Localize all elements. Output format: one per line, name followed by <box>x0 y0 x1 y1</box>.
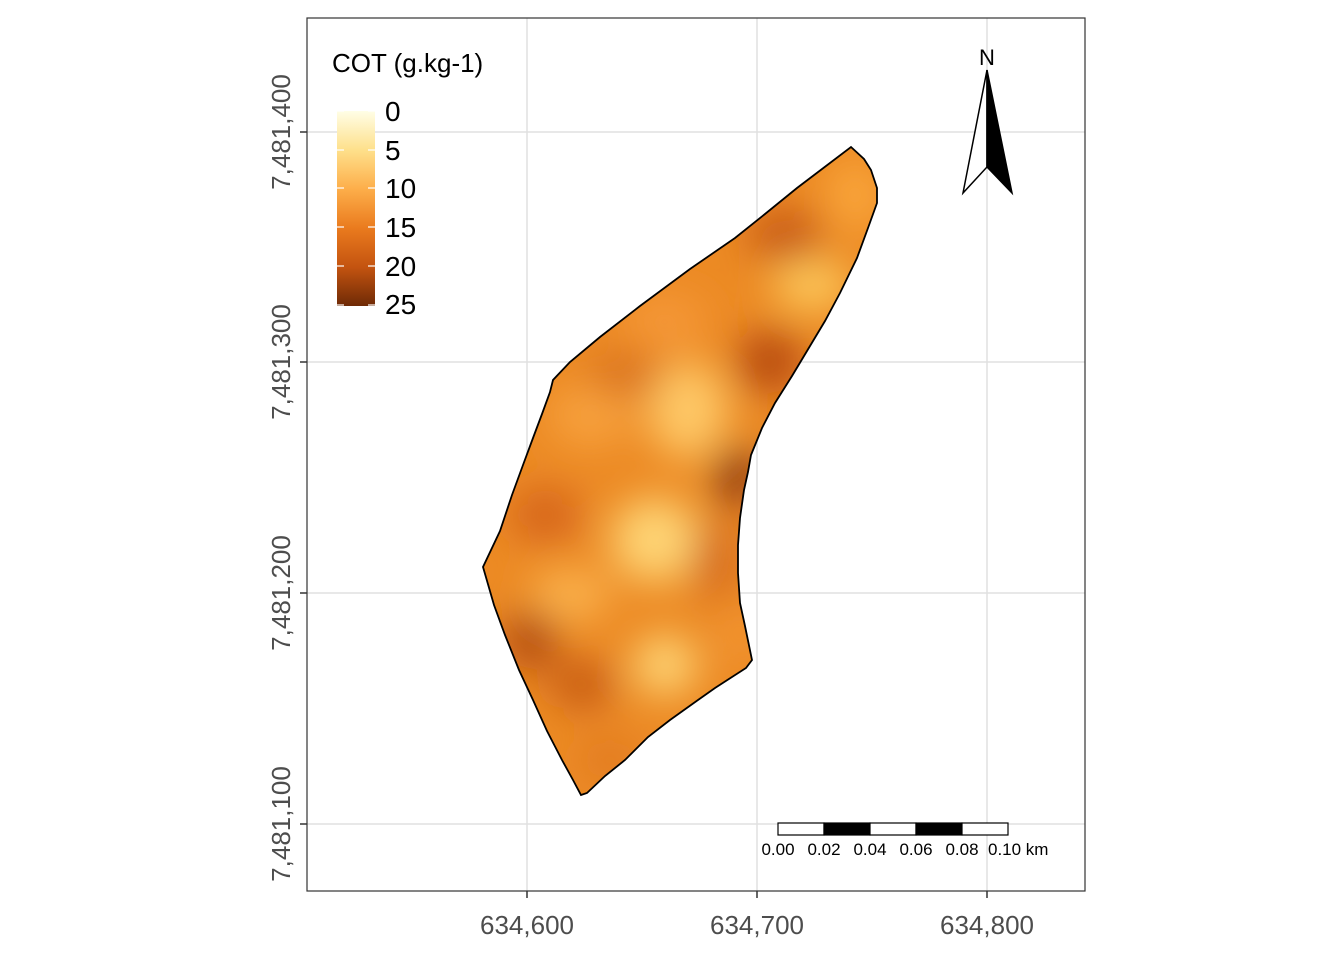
scale-label: 0.00 <box>761 840 794 859</box>
legend: COT (g.kg-1) 0 5 10 15 20 25 <box>332 48 483 320</box>
scale-label: 0.06 <box>899 840 932 859</box>
y-tick-label: 7,481,400 <box>266 74 296 190</box>
legend-label: 5 <box>385 135 401 166</box>
y-tick-label: 7,481,300 <box>266 304 296 420</box>
legend-label: 0 <box>385 96 401 127</box>
field-boundary <box>482 145 878 797</box>
y-tick-label: 7,481,100 <box>266 766 296 882</box>
legend-label: 20 <box>385 251 416 282</box>
north-arrow-icon: N <box>961 45 1014 196</box>
legend-ticks <box>337 110 375 306</box>
axis-ticks <box>300 131 988 898</box>
legend-label: 25 <box>385 289 416 320</box>
scale-label: 0.02 <box>807 840 840 859</box>
x-tick-label: 634,700 <box>710 910 804 940</box>
north-label: N <box>979 45 995 70</box>
panel-border <box>306 17 1086 892</box>
x-tick-label: 634,600 <box>480 910 574 940</box>
legend-colorbar <box>337 111 375 306</box>
cot-surface-blobs <box>502 157 877 780</box>
scale-bar: 0.00 0.02 0.04 0.06 0.08 0.10 km <box>761 822 1048 859</box>
legend-label: 15 <box>385 212 416 243</box>
scale-label: 0.04 <box>853 840 886 859</box>
y-tick-label: 7,481,200 <box>266 535 296 651</box>
legend-label: 10 <box>385 173 416 204</box>
scale-label: 0.10 km <box>988 840 1048 859</box>
scale-label: 0.08 <box>945 840 978 859</box>
x-tick-label: 634,800 <box>940 910 1034 940</box>
legend-title: COT (g.kg-1) <box>332 48 483 78</box>
